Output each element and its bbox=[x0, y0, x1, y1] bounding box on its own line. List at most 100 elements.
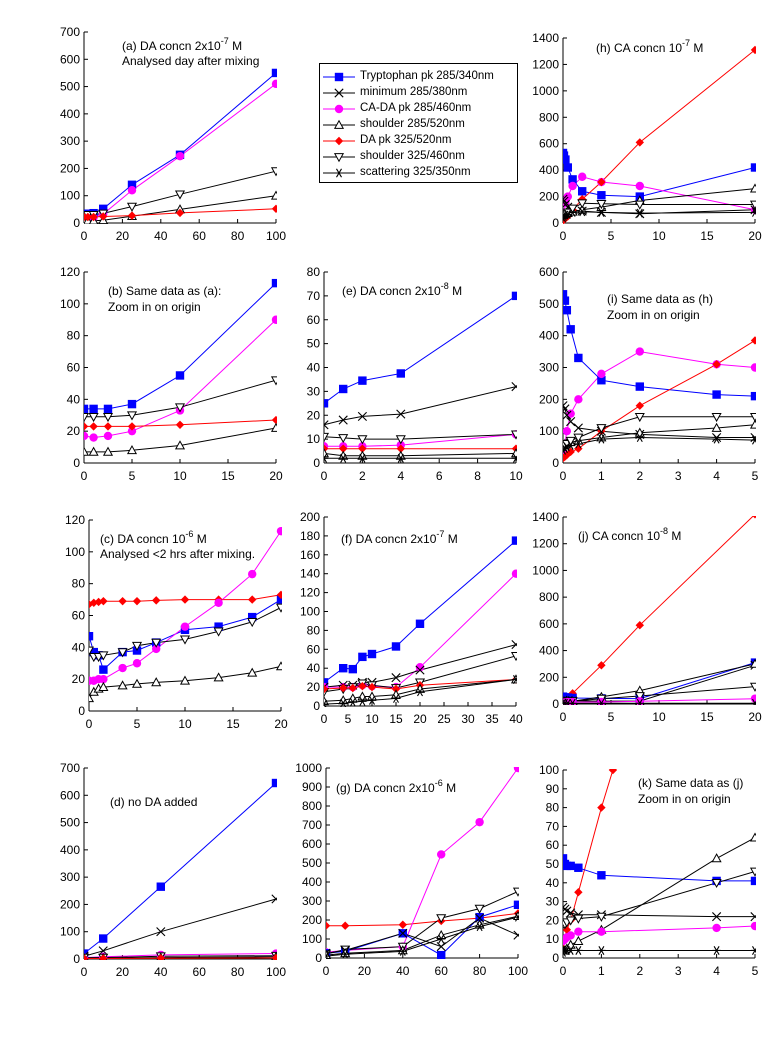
y-tick-label: 600 bbox=[539, 137, 559, 151]
data-point bbox=[752, 516, 756, 519]
plot-area bbox=[563, 769, 756, 957]
data-point bbox=[324, 432, 330, 442]
data-point bbox=[271, 204, 277, 214]
y-tick-label: 400 bbox=[539, 329, 559, 343]
x-tick-label: 5 bbox=[129, 469, 136, 483]
data-point bbox=[324, 699, 329, 707]
data-point bbox=[635, 433, 644, 443]
data-point bbox=[247, 618, 258, 628]
y-tick-label: 0 bbox=[313, 456, 320, 470]
data-point bbox=[566, 945, 575, 955]
data-point bbox=[326, 951, 331, 959]
panel-annotation: (f) DA concn 2x10-7 M bbox=[341, 529, 458, 546]
data-point bbox=[563, 290, 568, 299]
data-point bbox=[333, 153, 345, 163]
x-tick-label: 1 bbox=[598, 469, 605, 483]
data-point bbox=[711, 878, 722, 889]
legend-label: CA-DA pk 285/460nm bbox=[360, 102, 472, 114]
y-tick-label: 100 bbox=[60, 925, 80, 939]
legend-label: minimum 285/380nm bbox=[360, 86, 468, 98]
y-tick-label: 800 bbox=[539, 590, 559, 604]
panel-annotation: (b) Same data as (a): bbox=[108, 284, 221, 298]
data-point bbox=[276, 590, 282, 600]
data-point bbox=[213, 627, 224, 637]
y-tick-label: 800 bbox=[302, 799, 322, 813]
y-tick-label: 700 bbox=[60, 25, 80, 39]
data-point bbox=[574, 353, 583, 363]
data-point bbox=[437, 950, 446, 959]
panel-annotation: (e) DA concn 2x10-8 M bbox=[342, 281, 462, 298]
data-point bbox=[334, 72, 344, 82]
y-tick-label: 80 bbox=[307, 623, 321, 637]
panel-annotation: (a) DA concn 2x10-7 M bbox=[122, 36, 242, 53]
chart-panel-b: 0 20 40 60 80 100 120 0 5 10 15 20 (b) Same data as … bbox=[60, 265, 283, 483]
y-tick-label: 800 bbox=[539, 110, 559, 124]
y-tick-label: 40 bbox=[67, 392, 81, 406]
data-point bbox=[334, 88, 344, 98]
x-tick-label: 25 bbox=[437, 712, 451, 726]
data-point bbox=[127, 186, 137, 195]
data-point bbox=[712, 945, 721, 955]
data-point bbox=[175, 371, 185, 380]
data-point bbox=[398, 946, 407, 956]
legend-swatch-x-icon bbox=[323, 88, 355, 98]
data-point bbox=[99, 674, 108, 684]
data-point bbox=[89, 631, 94, 641]
plot-area bbox=[84, 278, 277, 456]
data-point bbox=[175, 151, 185, 161]
data-point bbox=[156, 953, 165, 960]
y-tick-label: 140 bbox=[300, 567, 320, 581]
y-tick-label: 100 bbox=[65, 545, 85, 559]
y-tick-label: 0 bbox=[78, 704, 85, 718]
series-line bbox=[563, 49, 756, 221]
data-point bbox=[574, 927, 583, 936]
legend-item: minimum 285/380nm bbox=[320, 85, 519, 101]
data-point bbox=[712, 360, 721, 369]
series-line bbox=[84, 957, 277, 959]
series-line bbox=[324, 452, 517, 457]
data-point bbox=[563, 296, 570, 305]
data-point bbox=[341, 949, 350, 959]
x-tick-label: 20 bbox=[269, 469, 283, 483]
data-point bbox=[151, 638, 162, 648]
x-tick-label: 100 bbox=[508, 964, 528, 978]
legend-swatch-square-icon bbox=[323, 72, 355, 82]
data-point bbox=[84, 404, 89, 414]
panel-annotation: (c) DA concn 10-6 M bbox=[100, 529, 207, 546]
data-point bbox=[398, 928, 408, 938]
data-point bbox=[126, 411, 138, 421]
data-point bbox=[750, 391, 756, 401]
y-tick-label: 500 bbox=[539, 297, 559, 311]
data-point bbox=[84, 412, 90, 423]
series-line bbox=[84, 898, 277, 957]
data-point bbox=[396, 444, 405, 453]
data-point bbox=[510, 448, 517, 458]
data-point bbox=[89, 433, 98, 442]
data-point bbox=[635, 347, 644, 356]
x-tick-label: 0 bbox=[81, 469, 88, 483]
data-point bbox=[597, 191, 606, 200]
plot-area bbox=[563, 516, 756, 705]
data-point bbox=[270, 376, 277, 386]
data-point bbox=[436, 914, 447, 924]
x-tick-label: 40 bbox=[396, 964, 410, 978]
panel-annotation: (g) DA concn 2x10-6 M bbox=[336, 778, 456, 795]
x-tick-label: 20 bbox=[748, 710, 762, 724]
x-tick-label: 1 bbox=[598, 964, 605, 978]
data-point bbox=[126, 445, 138, 455]
x-tick-label: 10 bbox=[652, 229, 666, 243]
series-line bbox=[563, 211, 756, 219]
data-point bbox=[597, 207, 606, 217]
data-point bbox=[367, 649, 377, 659]
series-line bbox=[563, 663, 756, 704]
data-point bbox=[358, 681, 367, 691]
data-point bbox=[563, 163, 572, 172]
data-point bbox=[89, 693, 95, 703]
data-point bbox=[324, 448, 330, 458]
data-point bbox=[573, 914, 584, 924]
y-tick-label: 0 bbox=[315, 951, 322, 965]
x-tick-label: 0 bbox=[560, 469, 567, 483]
y-tick-label: 0 bbox=[552, 697, 559, 711]
plot-area bbox=[84, 778, 277, 960]
data-point bbox=[437, 850, 446, 859]
